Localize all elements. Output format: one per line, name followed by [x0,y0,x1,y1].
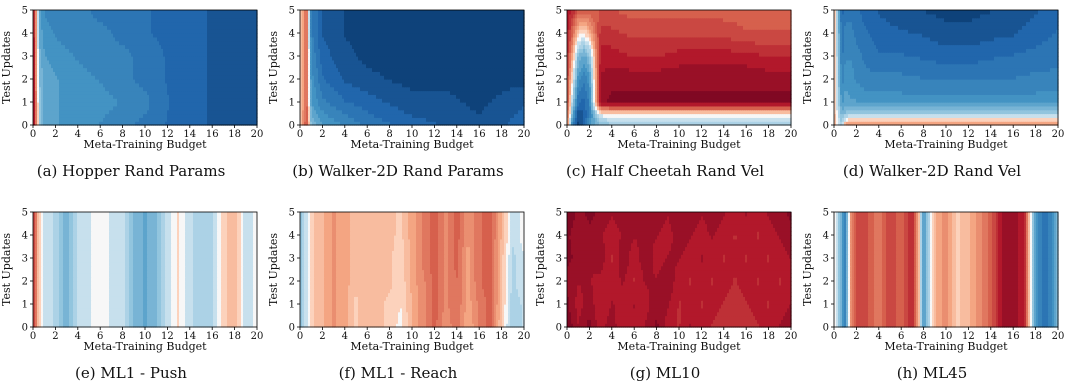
x-tick-label: 0 [30,129,36,140]
y-tick-label: 0 [22,121,28,132]
y-tick-label: 3 [22,52,28,63]
x-axis-label: Meta-Training Budget [83,138,207,151]
heatmap-cells [300,10,525,126]
x-tick-label: 2 [52,129,58,140]
y-tick-label: 4 [22,29,28,40]
x-tick-label: 16 [206,129,219,140]
x-tick-label: 4 [75,129,81,140]
y-tick-label: 5 [22,6,28,17]
y-tick-label: 2 [22,75,28,86]
panel-caption: (a) Hopper Rand Params [0,162,262,180]
y-axis-label: Test Updates [0,31,13,104]
y-tick-label: 1 [22,98,28,109]
heatmap-cells [33,10,258,126]
x-tick-label: 20 [251,129,264,140]
x-tick-label: 18 [228,129,241,140]
